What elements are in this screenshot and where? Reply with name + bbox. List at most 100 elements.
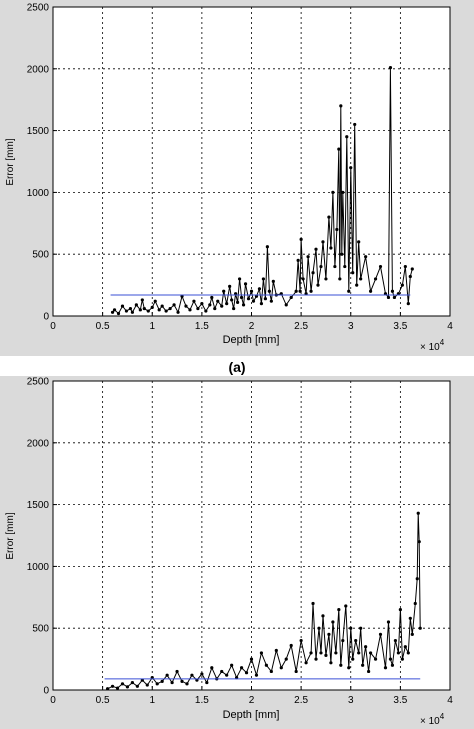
data-point-a-54 (271, 279, 275, 283)
data-point-a-36 (232, 306, 236, 311)
data-point-b-80 (413, 601, 417, 606)
data-point-a-59 (294, 289, 298, 293)
data-point-a-105 (408, 274, 412, 279)
data-point-b-39 (299, 638, 303, 643)
data-point-a-95 (378, 264, 383, 269)
data-point-b-19 (200, 672, 204, 676)
x-multiplier-exponent-b: 4 (440, 712, 445, 721)
data-point-b-72 (393, 638, 398, 643)
data-point-a-45 (251, 299, 256, 303)
data-point-b-45 (319, 651, 323, 655)
data-point-a-8 (138, 308, 142, 312)
data-point-b-32 (264, 663, 268, 667)
data-point-b-84 (418, 626, 422, 630)
x-tick-label-a-8: 4 (447, 321, 453, 332)
data-point-a-98 (388, 65, 393, 70)
data-point-a-39 (237, 277, 242, 281)
data-point-b-36 (284, 657, 288, 661)
x-tick-label-b-4: 2 (249, 695, 255, 706)
data-point-b-14 (175, 669, 179, 674)
data-point-a-77 (335, 227, 339, 232)
y-tick-label-b-1: 500 (32, 624, 49, 635)
data-point-a-89 (355, 283, 359, 287)
x-tick-label-b-1: 0.5 (96, 695, 110, 706)
y-tick-label-a-4: 2000 (27, 64, 50, 75)
data-point-a-27 (208, 303, 212, 307)
data-point-a-25 (200, 302, 204, 306)
y-tick-label-b-0: 0 (43, 686, 49, 697)
y-tick-label-a-0: 0 (43, 312, 49, 323)
data-point-a-94 (373, 277, 378, 281)
data-point-a-78 (337, 147, 341, 151)
panel-caption-a: (a) (228, 359, 245, 375)
data-point-b-46 (321, 614, 325, 618)
data-point-a-2 (116, 311, 121, 316)
data-point-a-11 (146, 309, 150, 313)
data-point-a-57 (284, 303, 288, 307)
data-point-a-16 (164, 309, 168, 313)
data-point-b-10 (155, 682, 159, 686)
data-point-a-35 (230, 298, 234, 302)
data-point-b-38 (294, 669, 298, 674)
data-point-a-23 (192, 299, 196, 303)
chart-panel-a: 0 500 1000 1500 2000 2500 0 0.5 1 1.5 2 2.5 3 3.5 4 D… (0, 0, 474, 356)
data-point-b-25 (230, 663, 234, 667)
data-point-a-9 (140, 298, 144, 302)
data-point-a-40 (239, 295, 244, 300)
data-point-a-93 (369, 289, 373, 293)
data-point-b-11 (160, 679, 164, 683)
data-point-a-6 (130, 310, 134, 314)
x-tick-labels-b: 0 0.5 1 1.5 2 2.5 3 3.5 4 (50, 686, 453, 706)
data-point-b-16 (185, 682, 189, 686)
data-point-b-66 (373, 657, 378, 661)
data-point-b-29 (249, 657, 254, 661)
data-point-a-102 (400, 283, 404, 287)
data-point-b-37 (289, 643, 293, 648)
x-tick-label-b-5: 2.5 (294, 695, 308, 706)
data-point-a-97 (386, 295, 391, 300)
data-point-a-62 (299, 237, 303, 241)
data-point-a-38 (236, 300, 240, 305)
data-point-a-12 (150, 305, 154, 309)
data-point-b-82 (416, 511, 420, 515)
x-tick-labels-a: 0 0.5 1 1.5 2 2.5 3 3.5 4 (50, 312, 453, 332)
data-point-b-41 (309, 651, 313, 655)
data-point-b-0 (105, 687, 110, 690)
data-point-a-91 (359, 277, 363, 281)
data-point-a-99 (390, 289, 395, 293)
data-points-b (105, 511, 422, 690)
y-axis-label-b: Error [mm] (5, 512, 16, 559)
data-point-b-44 (317, 626, 321, 630)
data-point-a-15 (160, 304, 164, 308)
y-tick-label-b-4: 2000 (27, 438, 50, 449)
data-point-a-65 (306, 255, 310, 259)
data-point-a-69 (316, 283, 320, 287)
data-point-b-12 (165, 673, 169, 677)
data-point-b-56 (347, 666, 351, 670)
y-tick-label-a-3: 1500 (27, 126, 50, 137)
data-points-a (110, 65, 414, 316)
data-point-a-10 (142, 306, 146, 311)
data-point-b-42 (311, 601, 315, 606)
data-point-a-30 (216, 299, 220, 303)
data-point-b-28 (244, 671, 249, 675)
data-point-b-65 (369, 651, 373, 655)
y-tick-label-a-1: 500 (32, 250, 49, 261)
data-point-b-71 (390, 663, 395, 667)
data-point-a-53 (269, 299, 273, 303)
data-point-a-92 (364, 255, 368, 259)
data-point-a-1 (112, 308, 117, 312)
data-point-a-17 (168, 306, 172, 311)
y-axis-label-a: Error [mm] (5, 138, 16, 185)
y-tick-label-b-2: 1000 (27, 562, 50, 573)
data-point-a-74 (329, 246, 333, 250)
x-tick-label-a-6: 3 (348, 321, 354, 332)
data-point-a-5 (128, 306, 133, 311)
data-point-b-6 (135, 684, 139, 688)
data-point-b-81 (415, 577, 419, 581)
data-point-a-22 (188, 308, 192, 312)
data-point-a-14 (157, 308, 161, 312)
data-point-a-106 (410, 267, 414, 271)
x-tick-label-b-0: 0 (50, 695, 56, 706)
